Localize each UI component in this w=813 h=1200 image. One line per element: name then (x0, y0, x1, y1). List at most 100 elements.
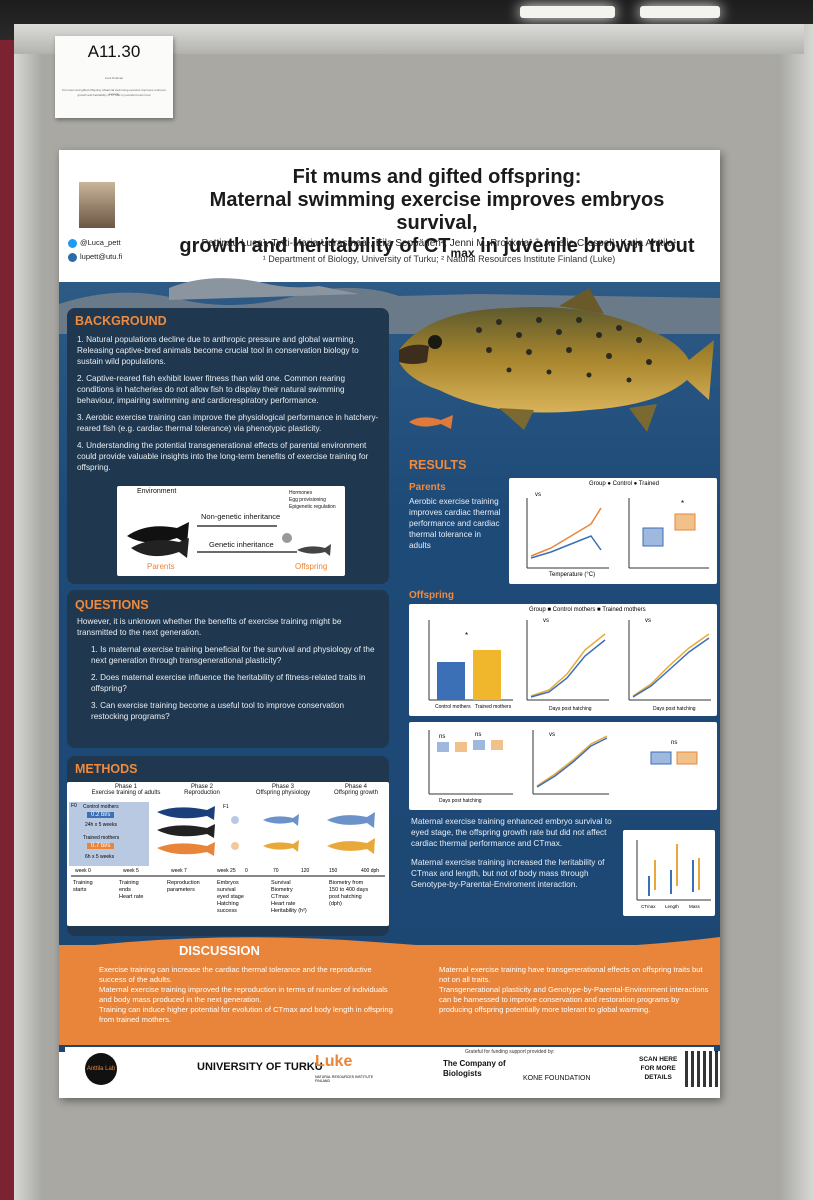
offspring-charts-top: * (428, 620, 711, 701)
scan-text: SCAN HERE FOR MORE DETAILS (639, 1056, 678, 1081)
cob-logo: The Company of Biologists (443, 1059, 506, 1078)
discussion-point: Exercise training can increase the cardi… (99, 965, 372, 984)
affiliations: ¹ Department of Biology, University of T… (262, 254, 616, 264)
fig-nongenetic-label: Non-genetic inheritance (201, 512, 281, 521)
label-line: growth and heritability of CTmax in juve… (77, 93, 151, 97)
methods-diagram (71, 806, 385, 877)
offspring-heading: Offspring (409, 590, 454, 601)
ns-label: ns (671, 740, 678, 746)
inheritance-diagram (127, 522, 331, 558)
title-line: Fit mums and gifted offspring: (292, 166, 582, 188)
kone-logo: KONE FOUNDATION (523, 1075, 591, 1082)
timeline-item: Training ends Heart rate (119, 880, 144, 900)
author-photo (79, 182, 115, 228)
phase-label: Phase 1 Exercise training of adults (91, 784, 161, 796)
timeline-tick: 70 (273, 868, 279, 874)
brown-trout-image (399, 288, 714, 432)
control-speed: 0.2 bl/s (87, 812, 115, 818)
background-point: 2. Captive-reared fish exhibit lower fit… (77, 374, 346, 405)
luke-sub: NATURAL RESOURCES INSTITUTE FINLAND (315, 1075, 374, 1083)
methods-figure: Phase 1 Exercise training of adults Phase… (67, 782, 389, 926)
trained-schedule: 6h x 5 weeks (85, 854, 115, 860)
methods-heading: METHODS (75, 762, 138, 776)
email-icon (68, 252, 77, 262)
discussion-right: Maternal exercise training have transgen… (439, 965, 709, 1015)
board-frame-right (780, 24, 813, 1200)
question-item: 3. Can exercise training become a useful… (91, 701, 345, 721)
fig-genetic-label: Genetic inheritance (209, 540, 274, 549)
title-line: Maternal swimming exercise improves embr… (209, 189, 665, 234)
offspring-legend: Group ■ Control mothers ■ Trained mother… (529, 607, 646, 613)
inheritance-figure: Environment Non-genetic inheritance Gene… (117, 486, 345, 576)
heritability-chart (636, 840, 711, 901)
xlabel: Days post hatching (549, 706, 592, 712)
f1-label: F1 (223, 804, 229, 810)
fig-offspring-label: Offspring (295, 562, 328, 571)
control-mothers-label: Control mothers (83, 804, 119, 810)
discussion-point: Transgenerational plasticity and Genotyp… (439, 985, 709, 1014)
utu-logo: UNIVERSITY OF TURKU (197, 1061, 323, 1073)
ns-label: ns (439, 734, 446, 740)
heritability-figure: CTmax Length Mass (623, 830, 715, 916)
timeline-tick: 400 dph (361, 868, 380, 874)
scientific-poster: @Luca_pett lupett@utu.fi Fit mums and gi… (59, 150, 720, 1098)
discussion-point: Maternal exercise training have transgen… (439, 965, 703, 984)
questions-heading: QUESTIONS (75, 598, 149, 612)
timeline-tick: 0 (245, 868, 248, 874)
author-list: Pettinau Luca¹, Tytti-Maria Uurasmaa¹, E… (201, 238, 677, 249)
email-text: lupett@utu.fi (80, 252, 123, 261)
label-line: Fit mums and gifted offspring: Maternal … (62, 88, 166, 96)
trained-mothers-label: Trained mothers (83, 835, 120, 841)
qr-code[interactable] (685, 1051, 720, 1087)
fig-environment-label: Environment (137, 488, 177, 495)
parents-text: Aerobic exercise training improves cardi… (409, 497, 501, 550)
result-bullet: Maternal exercise training increased the… (411, 858, 605, 889)
discussion-point: Training can induce higher potential for… (99, 1005, 393, 1024)
timeline-item: Biometry from 150 to 400 days post hatchin… (329, 880, 369, 907)
background-point: 1. Natural populations decline due to an… (77, 335, 359, 366)
parents-figure: Group ● Control ● Trained vs Temperature… (509, 478, 717, 584)
svg-text:*: * (681, 499, 684, 508)
label-line: Luca Pettinau (104, 76, 124, 80)
f0-label: F0 (71, 803, 77, 809)
bar-label: Trained mothers (475, 704, 512, 710)
logo-footer: Anttila Lab UNIVERSITY OF TURKU Luke NAT… (65, 1047, 720, 1093)
fig-hormones-label: Hormones (289, 490, 313, 496)
timeline-item: Survival Biometry CTmax Heart rate Heritabil… (271, 880, 307, 914)
offspring-figure-mid: ns ns Days post hatching vs ns (409, 722, 717, 810)
email-address: lupett@utu.fi (68, 252, 122, 262)
luke-logo: Luke (315, 1053, 353, 1070)
parents-xlabel: Temperature (°C) (549, 572, 596, 578)
fig-egg-label: Egg provisioning (289, 497, 326, 503)
timeline-tick: 120 (301, 868, 310, 874)
parents-vs-label: vs (535, 492, 541, 498)
timeline-tick: week 7 (171, 868, 187, 874)
tank-panel: F0 Control mothers 0.2 bl/s 24h x 5 week… (69, 802, 149, 866)
phase-label: Phase 3 Offspring physiology (255, 784, 311, 796)
discussion-left: Exercise training can increase the cardi… (99, 965, 399, 1025)
parents-legend: Group ● Control ● Trained (589, 481, 659, 487)
questions-intro: However, it is unknown whether the benef… (77, 617, 342, 637)
discussion-section: DISCUSSION Exercise training can increas… (59, 937, 720, 1045)
board-code: A11.30 (87, 42, 141, 61)
question-item: 2. Does maternal exercise influence the … (91, 673, 366, 693)
poster-title: Fit mums and gifted offspring: Maternal … (177, 166, 697, 265)
parents-heading: Parents (409, 482, 446, 493)
timeline-tick: 150 (329, 868, 338, 874)
twitter-icon (68, 238, 77, 248)
title-line: growth and heritability of CTmax in juve… (179, 235, 695, 260)
ceiling-light (640, 6, 720, 18)
results-bullets: Maternal exercise training enhanced embr… (411, 816, 621, 890)
anttila-lab-logo: Anttila Lab (85, 1053, 117, 1085)
herit-label: CTmax (641, 904, 656, 909)
timeline-item: Reproduction parameters (167, 880, 200, 893)
board-label-card: A11.30 Luca Pettinau Fit mums and gifted… (55, 36, 173, 118)
xlabel: Days post hatching (439, 798, 482, 804)
timeline-tick: week 0 (75, 868, 91, 874)
methods-panel: METHODS Phase 1 Exercise training of adul… (67, 756, 389, 936)
control-schedule: 24h x 5 weeks (85, 822, 117, 828)
ns-label: ns (475, 732, 482, 738)
parents-charts: * (526, 498, 709, 569)
wave-shape (59, 937, 720, 959)
